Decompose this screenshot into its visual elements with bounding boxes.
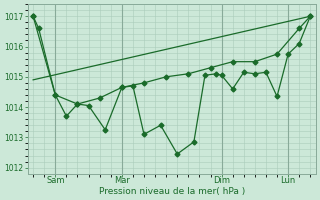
- X-axis label: Pression niveau de la mer( hPa ): Pression niveau de la mer( hPa ): [99, 187, 245, 196]
